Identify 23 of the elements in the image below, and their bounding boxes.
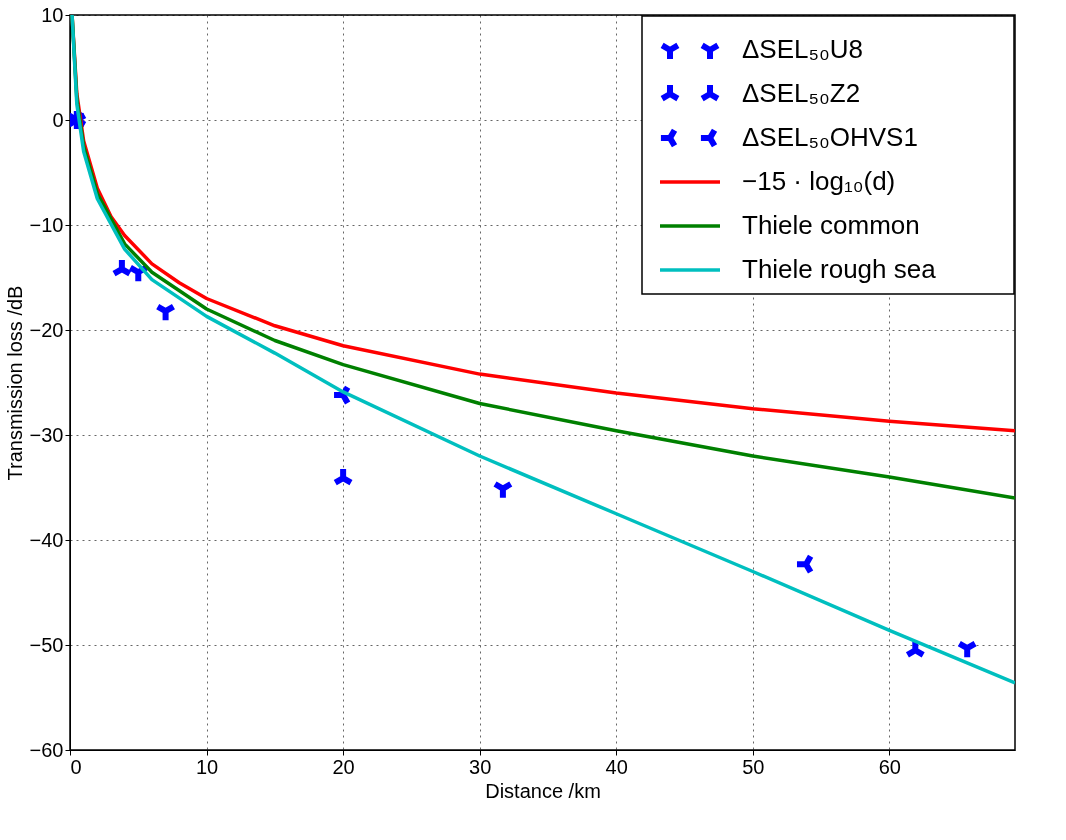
x-tick-label: 0 xyxy=(70,755,82,778)
y-axis-title: Transmission loss /dB xyxy=(3,285,26,481)
y-tick-label: −30 xyxy=(29,423,64,446)
x-tick-label: 20 xyxy=(332,755,355,778)
legend-label: ΔSEL₅₀U8 xyxy=(742,34,864,64)
x-tick-label: 10 xyxy=(195,755,219,778)
x-tick-label: 30 xyxy=(469,755,492,778)
y-tick-label: 10 xyxy=(41,3,64,26)
y-tick-label: −50 xyxy=(29,633,64,656)
x-tick-label: 50 xyxy=(742,755,765,778)
legend-label: Thiele rough sea xyxy=(742,254,937,284)
y-tick-label: −40 xyxy=(29,528,64,551)
legend-label: ΔSEL₅₀OHVS1 xyxy=(742,122,918,152)
x-tick-label: 60 xyxy=(878,755,901,778)
y-tick-label: −60 xyxy=(29,738,64,761)
legend-label: Thiele common xyxy=(742,210,920,240)
y-tick-label: −20 xyxy=(29,318,64,341)
y-tick-label: −10 xyxy=(29,213,64,236)
x-axis-title: Distance /km xyxy=(485,779,601,802)
legend-label: ΔSEL₅₀Z2 xyxy=(742,78,861,108)
legend-label: −15 · log₁₀(d) xyxy=(742,166,896,196)
x-tick-label: 40 xyxy=(605,755,628,778)
y-tick-label: 0 xyxy=(52,108,64,131)
